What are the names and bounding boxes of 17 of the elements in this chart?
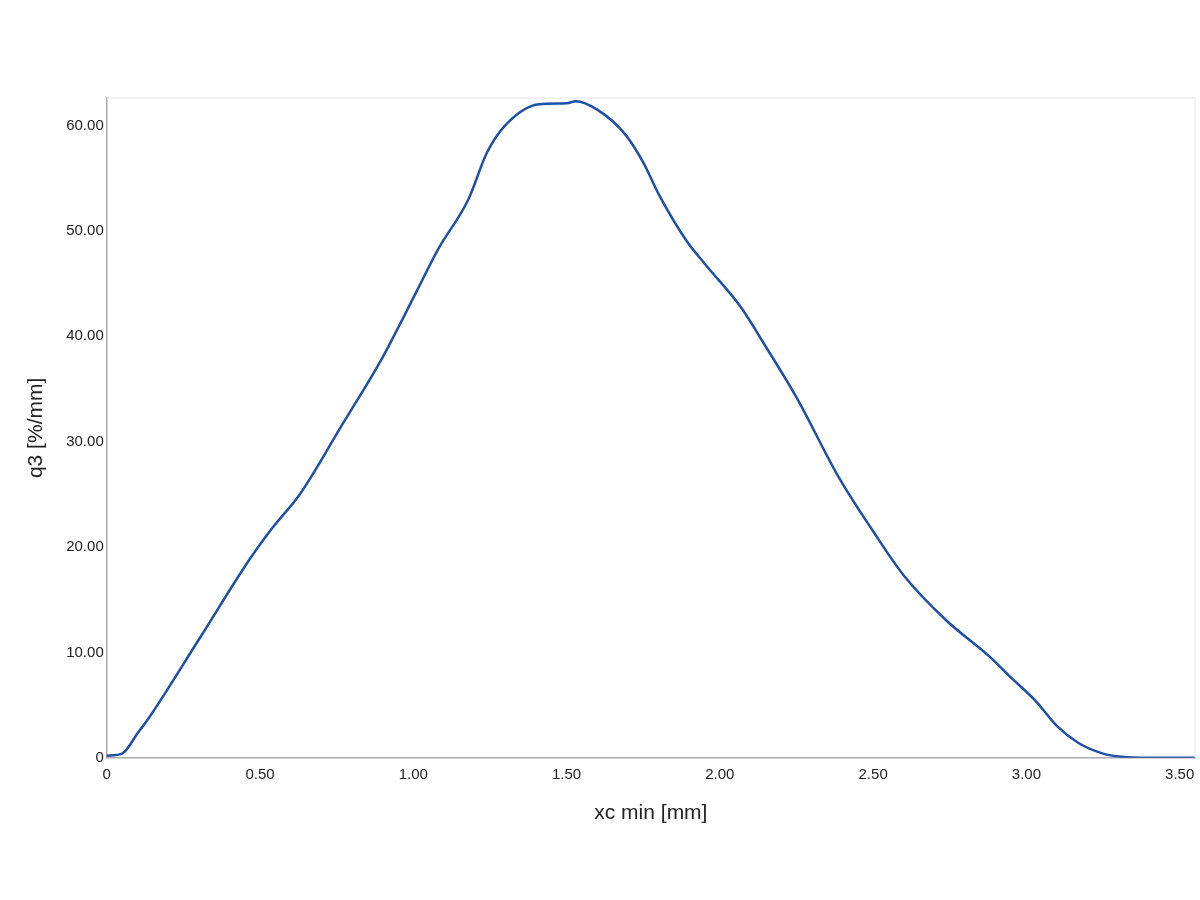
x-tick-label: 0.50	[245, 764, 275, 782]
x-tick-label: 1.50	[551, 764, 582, 782]
y-tick-label: 60.00	[66, 115, 104, 133]
y-tick-label: 50.00	[66, 220, 104, 238]
x-axis-title: xc min [mm]	[594, 800, 708, 824]
y-tick-label: 20.00	[66, 537, 104, 555]
x-tick-label: 2.50	[858, 764, 888, 782]
x-tick-label: 1.00	[398, 764, 428, 782]
y-tick-label: 40.00	[66, 326, 104, 344]
x-tick-label: 3.00	[1011, 764, 1041, 782]
y-tick-label: 0	[95, 747, 104, 765]
y-tick-label: 30.00	[66, 431, 104, 449]
y-tick-label: 10.00	[66, 642, 104, 660]
y-axis-title: q3 [%/mm]	[23, 377, 47, 479]
x-tick-label: 2.00	[705, 764, 735, 782]
x-tick-label: 3.50	[1165, 764, 1195, 782]
line-series	[106, 99, 1195, 758]
